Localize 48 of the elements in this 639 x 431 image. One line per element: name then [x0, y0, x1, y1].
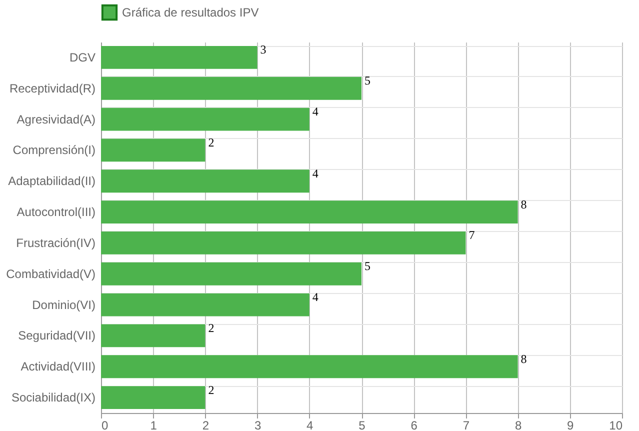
- data-label: 2: [208, 135, 214, 150]
- data-label: 8: [520, 352, 527, 366]
- bar: [101, 262, 362, 286]
- bar: [101, 76, 362, 100]
- y-tick-label: Combatividad(V): [6, 266, 96, 281]
- data-label: 4: [312, 290, 318, 304]
- y-tick-label: Agresividad(A): [16, 112, 96, 126]
- bar: [101, 232, 466, 254]
- y-tick-label: Frustración(IV): [16, 236, 96, 250]
- x-tick-label: 2: [202, 418, 210, 431]
- y-tick-label: Sociabilidad(IX): [11, 390, 96, 405]
- x-tick-label: 5: [358, 418, 366, 431]
- x-tick-label: 8: [514, 418, 522, 431]
- data-label: 4: [312, 166, 318, 180]
- data-label: 2: [208, 382, 214, 397]
- y-tick-label: Autocontrol(III): [16, 205, 96, 220]
- bar: [101, 108, 310, 131]
- bar: [101, 355, 518, 378]
- y-tick-label: Receptividad(R): [9, 81, 96, 96]
- bar: [101, 324, 206, 348]
- y-tick-label: DGV: [69, 50, 96, 64]
- bar: [101, 386, 206, 409]
- y-tick-label: Actividad(VIII): [20, 360, 96, 374]
- legend-label: Gráfica de resultados IPV: [122, 6, 259, 20]
- data-label: 5: [364, 259, 370, 274]
- x-tick-label: 7: [462, 418, 470, 431]
- bar: [101, 46, 258, 69]
- y-tick-label: Comprensión(I): [12, 143, 96, 158]
- x-tick-label: 6: [410, 418, 418, 431]
- x-tick-label: 3: [254, 418, 262, 431]
- data-label: 8: [520, 197, 527, 212]
- y-tick-label: Dominio(VI): [32, 298, 96, 312]
- x-tick-label: 10: [609, 418, 623, 431]
- y-tick-label: Seguridad(VII): [18, 328, 96, 343]
- bar: [101, 170, 310, 193]
- x-tick-label: 9: [567, 418, 574, 431]
- x-tick-label: 0: [102, 418, 108, 431]
- bar: [101, 293, 310, 316]
- bar: [101, 200, 518, 224]
- data-label: 7: [468, 228, 475, 242]
- x-tick-label: 1: [150, 418, 158, 431]
- data-label: 4: [312, 104, 318, 119]
- y-tick-label: Adaptabilidad(II): [8, 174, 96, 188]
- data-label: 3: [260, 42, 266, 57]
- data-label: 5: [364, 74, 370, 88]
- data-label: 2: [208, 320, 214, 335]
- x-tick-label: 4: [306, 418, 314, 431]
- bar: [101, 138, 206, 162]
